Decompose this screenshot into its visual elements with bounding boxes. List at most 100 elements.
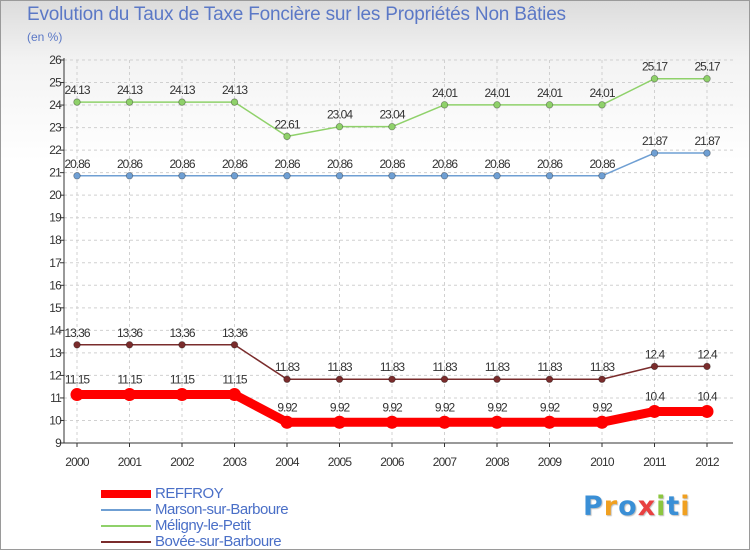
data-point <box>490 415 504 429</box>
data-label: 9.92 <box>487 400 508 414</box>
logo-letter: i <box>656 491 667 522</box>
x-tick-label: 2009 <box>538 455 563 469</box>
y-tick-label: 25 <box>49 76 62 90</box>
legend-swatch-meligny <box>101 525 151 527</box>
data-label: 10.4 <box>697 389 718 403</box>
x-tick-label: 2007 <box>433 455 458 469</box>
data-label: 20.86 <box>432 157 458 171</box>
data-point <box>440 375 449 383</box>
data-label: 24.01 <box>589 86 615 100</box>
y-tick-label: 17 <box>49 256 62 270</box>
data-point <box>545 172 554 180</box>
legend-item-reffroy[interactable]: REFFROY <box>101 486 288 502</box>
y-tick-label: 14 <box>49 323 62 337</box>
data-label: 9.92 <box>435 400 456 414</box>
logo-letter: r <box>603 491 619 522</box>
data-label: 20.86 <box>589 157 615 171</box>
data-label: 20.86 <box>274 157 300 171</box>
data-label: 9.92 <box>592 400 613 414</box>
y-tick-label: 21 <box>49 166 62 180</box>
data-label: 20.86 <box>117 157 143 171</box>
legend: REFFROY Marson-sur-Barboure Méligny-le-P… <box>101 486 289 550</box>
data-label: 24.13 <box>64 83 90 97</box>
data-label: 25.17 <box>694 60 720 74</box>
data-label: 24.01 <box>537 86 563 100</box>
data-point <box>703 362 711 371</box>
data-point <box>650 149 659 157</box>
logo-letter: o <box>618 491 638 522</box>
data-point <box>125 172 134 180</box>
chart-title: Evolution du Taux de Taxe Foncière sur l… <box>27 4 566 25</box>
data-point <box>283 172 291 180</box>
data-point <box>598 172 606 180</box>
legend-item-meligny[interactable]: Méligny-le-Petit <box>101 518 288 534</box>
data-label: 9.92 <box>540 400 561 414</box>
data-point <box>703 149 711 157</box>
y-tick-label: 26 <box>49 53 62 67</box>
logo-letter: i <box>680 491 691 522</box>
data-label: 24.13 <box>222 83 248 97</box>
data-point <box>125 341 134 349</box>
data-label: 13.36 <box>117 326 143 340</box>
data-point <box>335 172 344 180</box>
axes: 9 10 11 12 13 14 15 16 17 18 19 20 21 22 23 24 25 26 2000 2… <box>49 53 733 469</box>
y-tick-label: 13 <box>49 346 62 360</box>
data-point <box>73 98 81 106</box>
data-point <box>595 415 609 429</box>
y-tick-label: 18 <box>49 233 62 247</box>
y-tick-label: 23 <box>49 121 62 135</box>
y-tick-label: 15 <box>49 301 62 315</box>
x-tick-label: 2001 <box>118 455 143 469</box>
y-tick-label: 22 <box>49 143 62 157</box>
data-point <box>598 101 606 109</box>
data-label: 13.36 <box>64 326 90 340</box>
data-label: 11.83 <box>537 360 562 374</box>
y-tick-label: 24 <box>49 98 62 112</box>
data-label: 24.13 <box>117 83 143 97</box>
x-tick-label: 2000 <box>65 455 90 469</box>
data-label: 10.4 <box>645 389 666 403</box>
data-point <box>335 122 344 131</box>
x-tick-label: 2005 <box>328 455 353 469</box>
legend-item-bovee[interactable]: Bovée-sur-Barboure <box>101 534 288 550</box>
data-point <box>543 415 556 429</box>
data-point <box>73 341 81 349</box>
data-label: 12.4 <box>645 347 666 361</box>
data-point <box>73 172 81 180</box>
x-tick-label: 2006 <box>380 455 405 469</box>
data-point <box>493 101 501 109</box>
data-point <box>178 341 186 349</box>
legend-swatch-bovee <box>101 541 151 543</box>
data-label: 11.15 <box>222 373 247 387</box>
data-point <box>178 98 186 106</box>
x-tick-label: 2008 <box>485 455 510 469</box>
data-point <box>228 388 241 402</box>
data-label: 20.86 <box>379 157 405 171</box>
data-point <box>280 415 294 429</box>
data-label: 20.86 <box>537 157 563 171</box>
series-layer <box>70 74 714 429</box>
data-label: 11.15 <box>117 373 142 387</box>
data-label: 9.92 <box>382 400 403 414</box>
x-tick-label: 2010 <box>590 455 615 469</box>
data-label: 11.15 <box>65 373 90 387</box>
data-point <box>438 415 451 429</box>
data-label: 24.01 <box>484 86 510 100</box>
legend-item-marson[interactable]: Marson-sur-Barboure <box>101 501 289 518</box>
data-point <box>700 404 714 418</box>
x-tick-label: 2004 <box>275 455 300 469</box>
legend-label-marson: Marson-sur-Barboure <box>155 501 289 518</box>
data-label: 13.36 <box>169 326 195 340</box>
data-label: 11.83 <box>380 360 405 374</box>
data-label: 12.4 <box>697 347 718 361</box>
data-label: 20.86 <box>222 157 248 171</box>
data-label: 24.13 <box>169 83 195 97</box>
data-point <box>648 404 661 418</box>
data-label: 24.01 <box>432 86 458 100</box>
y-tick-label: 11 <box>50 391 62 405</box>
logo-letter: P <box>583 491 604 522</box>
data-point <box>703 74 711 83</box>
data-label: 11.83 <box>485 360 510 374</box>
data-point <box>123 388 136 402</box>
